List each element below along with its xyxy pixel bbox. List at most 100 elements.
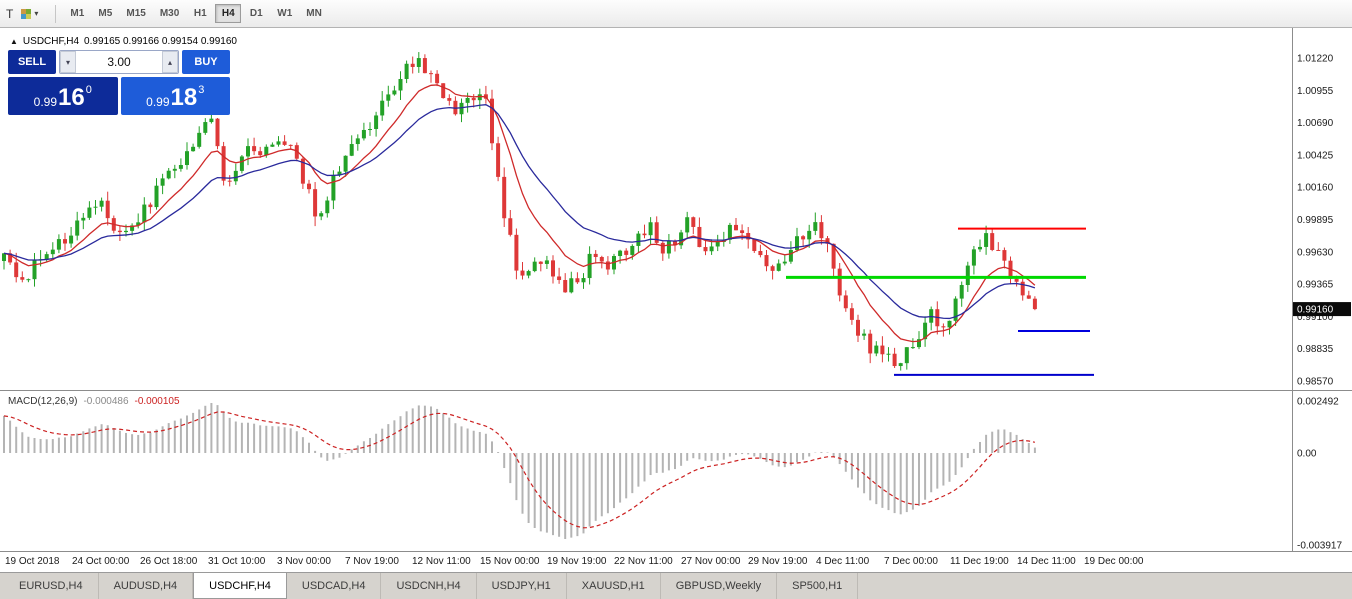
candle-body [703, 247, 708, 252]
ma-fast-line [3, 84, 1036, 343]
candle-body [587, 253, 592, 279]
candle-body [361, 129, 366, 139]
timeframe-group: M1 M5 M15 M30 H1 H4 D1 W1 MN [63, 4, 328, 23]
chart-tab-usdcnh-h4[interactable]: USDCNH,H4 [381, 573, 477, 599]
candle-body [965, 265, 970, 286]
chart-tab-xauusd-h1[interactable]: XAUUSD,H1 [567, 573, 661, 599]
candle-body [978, 246, 982, 250]
sell-button[interactable]: SELL [8, 50, 56, 74]
candle-body [795, 236, 799, 250]
time-axis-label: 19 Dec 00:00 [1084, 556, 1144, 567]
candle-body [685, 217, 690, 233]
candle-body [313, 189, 318, 217]
candle-body [471, 97, 476, 101]
chart-type-button[interactable]: ▾ [17, 7, 42, 21]
chart-tab-audusd-h4[interactable]: AUDUSD,H4 [99, 573, 194, 599]
macd-signal-line [3, 411, 1036, 529]
candle-body [258, 151, 263, 156]
candle-body [416, 58, 421, 67]
toolbar-separator [55, 4, 57, 23]
candle-body [727, 224, 732, 240]
timeframe-button-m1[interactable]: M1 [70, 8, 85, 19]
quote-header: ▲ USDCHF,H4 0.99165 0.99166 0.99154 0.99… [10, 36, 237, 47]
volume-increase-button[interactable]: ▴ [162, 51, 178, 73]
price-chart[interactable]: 1.01220 1.00955 1.00690 1.00425 1.00160 0.998… [0, 28, 1352, 572]
candle-body [758, 251, 763, 256]
candle-body [807, 230, 812, 240]
candle-body [117, 230, 122, 233]
candle-body [752, 239, 757, 252]
buy-price-box[interactable]: 0.99 18 3 [120, 77, 230, 115]
candle-body [441, 83, 446, 99]
candle-body [599, 257, 604, 262]
chart-tab-eurusd-h4[interactable]: EURUSD,H4 [4, 573, 99, 599]
chart-tab-gbpusd-weekly[interactable]: GBPUSD,Weekly [661, 573, 778, 599]
candle-body [953, 298, 958, 321]
chart-tab-sp500-h1[interactable]: SP500,H1 [777, 573, 859, 599]
price-axis-label: 1.01220 [1297, 54, 1334, 65]
macd-main-value: -0.000486 [83, 396, 129, 407]
candle-body [26, 279, 31, 281]
candle-body [502, 176, 507, 219]
candle-body [898, 363, 903, 367]
candle-body [160, 178, 165, 186]
candle-body [50, 249, 55, 255]
candle-body [654, 222, 659, 243]
candle-body [355, 138, 360, 145]
chart-tab-usdchf-h4[interactable]: USDCHF,H4 [193, 573, 287, 599]
time-axis-label: 19 Nov 19:00 [547, 556, 607, 567]
timeframe-button-h1[interactable]: H1 [193, 8, 207, 19]
candle-body [1032, 298, 1037, 310]
time-axis-label: 7 Dec 00:00 [884, 556, 938, 567]
candle-body [404, 63, 409, 79]
candle-body [20, 277, 25, 280]
volume-value[interactable]: 3.00 [107, 55, 131, 69]
candle-body [386, 94, 391, 101]
candle-body [984, 233, 989, 247]
candle-body [178, 165, 183, 169]
candle-body [959, 285, 964, 299]
chart-tab-usdcad-h4[interactable]: USDCAD,H4 [287, 573, 382, 599]
candle-body [410, 63, 415, 67]
candle-body [166, 170, 171, 179]
candle-body [459, 102, 464, 115]
candle-body [990, 233, 995, 250]
volume-decrease-button[interactable]: ▾ [60, 51, 76, 73]
candle-body [148, 204, 153, 208]
chart-tab-usdjpy-h1[interactable]: USDJPY,H1 [477, 573, 567, 599]
candle-body [843, 295, 848, 309]
timeframe-button-h4[interactable]: H4 [215, 4, 242, 23]
candle-body [465, 97, 470, 103]
macd-name: MACD(12,26,9) [8, 396, 78, 407]
time-axis-label: 14 Dec 11:00 [1017, 556, 1076, 567]
timeframe-button-m5[interactable]: M5 [98, 8, 113, 19]
window-title-fragment: T [6, 6, 14, 21]
current-price-badge [1293, 302, 1351, 317]
timeframe-button-d1[interactable]: D1 [249, 8, 263, 19]
price-axis-label: 0.99365 [1297, 280, 1334, 291]
candle-body [514, 234, 519, 271]
buy-button[interactable]: BUY [182, 50, 230, 74]
candle-body [124, 230, 128, 233]
chevron-down-icon: ▾ [34, 9, 39, 18]
time-axis-label: 29 Nov 19:00 [748, 556, 808, 567]
candle-body [398, 78, 403, 91]
price-axis-label: 0.99895 [1297, 215, 1334, 226]
candle-body [563, 280, 568, 293]
volume-stepper[interactable]: ▾ 3.00 ▴ [59, 50, 179, 74]
sell-price-box[interactable]: 0.99 16 0 [8, 77, 118, 115]
timeframe-button-mn[interactable]: MN [306, 8, 322, 19]
candle-body [776, 263, 781, 271]
timeframe-button-m30[interactable]: M30 [159, 8, 180, 19]
candle-body [923, 322, 928, 340]
candle-body [782, 261, 787, 264]
timeframe-button-w1[interactable]: W1 [277, 8, 293, 19]
quote-symbol-timeframe: USDCHF,H4 [22, 36, 80, 47]
candle-body [349, 144, 354, 156]
ma-slow-line [3, 104, 1036, 320]
candle-body [624, 250, 629, 255]
candle-body [520, 270, 525, 276]
candle-body [892, 353, 897, 367]
timeframe-button-m15[interactable]: M15 [126, 8, 146, 19]
candle-body [105, 200, 110, 219]
